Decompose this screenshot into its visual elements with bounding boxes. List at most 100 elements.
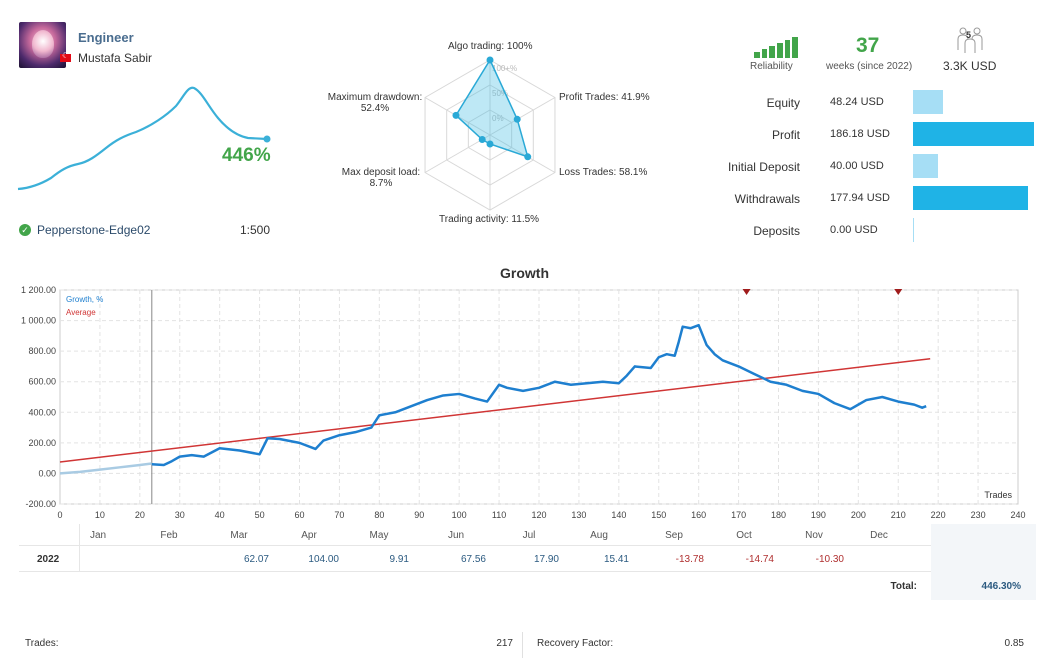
table-cell: 15.41	[603, 554, 629, 565]
mini-growth-chart	[17, 86, 271, 191]
x-tick-label: 40	[215, 510, 225, 520]
x-tick-label: 210	[891, 510, 906, 520]
reliability-bar	[777, 43, 783, 58]
table-cell: 62.07	[243, 554, 269, 565]
radar-ring-label: 0%	[492, 114, 504, 123]
y-tick-label: 1 000.00	[21, 316, 56, 326]
fin-row-withdrawals: Withdrawals 177.94 USD	[700, 186, 1040, 212]
signal-title[interactable]: Engineer	[78, 30, 134, 45]
y-tick-label: 400.00	[28, 407, 56, 417]
table-header-cell: Dec	[870, 530, 888, 541]
table-cell: -14.74	[745, 554, 774, 565]
growth-chart-title: Growth	[500, 265, 549, 281]
broker-name[interactable]: Pepperstone-Edge02	[37, 223, 151, 237]
x-tick-label: 120	[531, 510, 546, 520]
growth-chart: -200.00 0.00 200.00 400.00 600.00 800.00 1 000…	[21, 285, 1026, 520]
broker[interactable]: ✓ Pepperstone-Edge02	[19, 223, 150, 237]
x-tick-label: 130	[571, 510, 586, 520]
x-tick-label: 180	[771, 510, 786, 520]
x-tick-label: 220	[931, 510, 946, 520]
table-header-cell: Jun	[447, 530, 465, 541]
event-marker	[742, 289, 751, 295]
mini-growth-line	[17, 86, 268, 191]
x-tick-label: 160	[691, 510, 706, 520]
table-year: 2022	[37, 554, 60, 565]
radar-label-drawdown-name: Maximum drawdown:	[327, 92, 423, 103]
x-tick-label: 110	[492, 510, 506, 520]
fin-label: Equity	[766, 96, 800, 110]
radar-label-activity: Trading activity: 11.5%	[439, 214, 540, 225]
legend-average: Average	[66, 308, 96, 317]
radar-point	[513, 115, 521, 123]
y-tick-label: -200.00	[25, 499, 56, 509]
x-axis-label: Trades	[984, 490, 1012, 500]
fin-label: Profit	[771, 128, 800, 142]
x-tick-label: 10	[95, 510, 105, 520]
reliability-bar	[761, 49, 768, 58]
table-cell: -10.30	[815, 554, 844, 565]
author-name[interactable]: Mustafa Sabir	[78, 51, 153, 65]
x-tick-label: 70	[334, 510, 344, 520]
reliability-bars-icon	[754, 36, 799, 58]
check-icon: ✓	[19, 224, 31, 236]
subscribers-count: 5	[966, 30, 972, 40]
radar-point	[524, 153, 532, 161]
fin-row-initial-deposit: Initial Deposit 40.00 USD	[700, 154, 1040, 180]
radar-ring-label: 100+%	[492, 64, 517, 73]
fin-row-equity: Equity 48.24 USD	[700, 90, 1040, 116]
x-tick-label: 80	[374, 510, 384, 520]
x-tick-label: 20	[135, 510, 145, 520]
x-tick-label: 190	[811, 510, 826, 520]
avatar[interactable]	[19, 22, 66, 68]
table-header-cell: Jan	[89, 530, 107, 541]
radar-label-drawdown-value: 52.4%	[360, 103, 390, 114]
radar-chart: 100+% 50% 0% Algo trading: 100% Profit Tra…	[310, 30, 660, 230]
weeks-count: 37	[856, 34, 880, 57]
y-tick-label: 600.00	[28, 377, 56, 387]
table-header-cell: Feb	[160, 530, 178, 541]
x-tick-label: 30	[175, 510, 185, 520]
x-tick-label: 50	[255, 510, 265, 520]
growth-line	[151, 323, 927, 467]
y-tick-label: 0.00	[38, 468, 56, 478]
fin-value: 177.94 USD	[830, 192, 890, 204]
fin-bar	[913, 90, 944, 114]
radar-point	[452, 111, 460, 119]
reliability-bar	[784, 40, 791, 58]
fin-value: 0.00 USD	[830, 224, 878, 236]
fin-label: Initial Deposit	[727, 160, 800, 174]
radar-point	[486, 56, 494, 64]
table-divider	[79, 524, 80, 572]
fin-row-deposits: Deposits 0.00 USD	[700, 218, 1040, 244]
radar-label-algo: Algo trading: 100%	[448, 41, 533, 52]
radar-point	[478, 136, 486, 143]
table-header-cell: Sep	[665, 530, 683, 541]
table-total-row: Total: 446.30%	[19, 572, 1036, 600]
average-line	[59, 358, 931, 463]
x-tick-label: 140	[611, 510, 626, 520]
radar-label-profit: Profit Trades: 41.9%	[559, 92, 650, 103]
radar-ring-label: 50%	[492, 89, 508, 98]
radar-axis	[489, 134, 556, 173]
pre-signal-line	[59, 462, 152, 475]
legend-growth: Growth, %	[66, 295, 103, 304]
fin-bar	[913, 122, 1034, 146]
table-header-cell: May	[369, 530, 389, 541]
fin-value: 186.18 USD	[830, 128, 890, 140]
fin-label: Withdrawals	[734, 192, 800, 206]
leverage: 1:500	[240, 223, 271, 237]
table-total-label: Total:	[890, 581, 917, 592]
event-marker	[894, 289, 903, 295]
growth-percentage: 446%	[222, 145, 271, 166]
fin-value: 40.00 USD	[830, 160, 884, 172]
radar-svg: 100+% 50% 0%	[424, 56, 556, 211]
x-tick-label: 240	[1010, 510, 1025, 520]
table-cell: 17.90	[533, 554, 559, 565]
y-tick-label: 800.00	[28, 346, 56, 356]
reliability-label: Reliability	[750, 61, 793, 72]
radar-label-load: Max deposit load: 8.7%	[341, 167, 421, 189]
fin-bar	[913, 154, 939, 178]
x-tick-label: 90	[414, 510, 424, 520]
x-tick-label: 100	[452, 510, 467, 520]
fin-label: Deposits	[753, 224, 800, 238]
